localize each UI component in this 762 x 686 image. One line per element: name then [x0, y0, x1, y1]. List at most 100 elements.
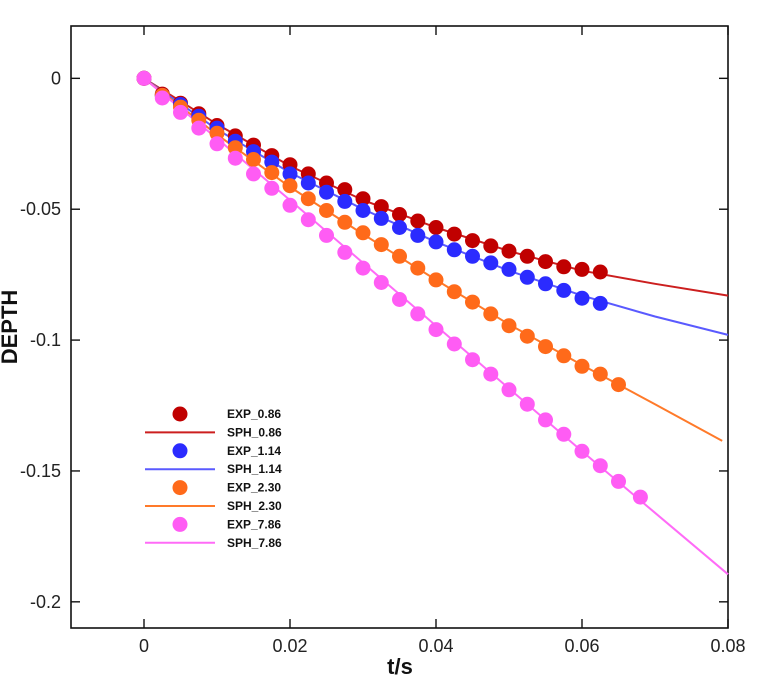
data-point-exp-7-86	[519, 396, 535, 412]
data-point-exp-2-30	[592, 366, 608, 382]
data-point-exp-1-14	[483, 255, 499, 271]
data-point-exp-1-14	[319, 184, 334, 200]
data-point-exp-7-86	[246, 166, 261, 182]
x-tick-label: 0	[139, 636, 149, 656]
data-point-exp-1-14	[300, 175, 316, 191]
data-point-exp-2-30	[483, 306, 499, 322]
data-point-exp-0-86	[337, 182, 353, 198]
legend-label-exp-2-30: EXP_2.30	[227, 481, 281, 495]
data-point-exp-2-30	[519, 328, 535, 344]
data-point-exp-1-14	[465, 248, 480, 264]
data-point-exp-0-86	[519, 248, 535, 264]
data-point-exp-2-30	[465, 294, 480, 310]
x-tick-label: 0.06	[564, 636, 599, 656]
series-line-sph-0-86	[143, 77, 729, 297]
legend-swatch-exp-1-14	[172, 443, 188, 459]
data-point-exp-7-86	[154, 90, 170, 106]
data-point-exp-2-30	[574, 358, 590, 374]
y-tick-label: -0.05	[20, 199, 61, 219]
legend-label-sph-7-86: SPH_7.86	[227, 536, 282, 550]
data-point-exp-1-14	[501, 261, 517, 277]
data-point-exp-0-86	[355, 191, 371, 207]
data-point-exp-2-30	[410, 260, 426, 276]
data-point-exp-0-86	[538, 254, 553, 270]
legend: EXP_0.86 SPH_0.86 EXP_1.14 SPH_1.14 EXP_2.30…	[145, 406, 282, 550]
y-tick-label: 0	[51, 68, 61, 88]
x-axis-title: t/s	[387, 654, 413, 679]
plot-frame	[70, 25, 729, 629]
legend-swatch-exp-7-86	[172, 516, 188, 532]
data-point-exp-0-86	[392, 207, 407, 222]
data-point-exp-7-86	[282, 197, 298, 213]
data-point-exp-7-86	[410, 306, 426, 322]
legend-swatch-exp-0-86	[172, 406, 188, 422]
x-tick-label: 0.08	[710, 636, 745, 656]
data-point-exp-7-86	[355, 260, 371, 276]
data-point-exp-7-86	[574, 443, 590, 459]
data-point-exp-7-86	[173, 104, 188, 120]
data-point-exp-7-86	[319, 227, 334, 243]
data-point-exp-7-86	[227, 150, 243, 166]
data-point-exp-1-14	[410, 227, 426, 243]
data-point-exp-7-86	[501, 382, 517, 398]
data-point-exp-0-86	[501, 243, 517, 259]
data-point-exp-0-86	[592, 264, 608, 280]
data-point-exp-1-14	[337, 193, 353, 209]
data-point-exp-2-30	[337, 214, 353, 230]
x-tick-label: 0.02	[272, 636, 307, 656]
data-point-exp-1-14	[355, 203, 371, 218]
data-point-exp-7-86	[209, 136, 225, 152]
axis-ticks: 0 0.02 0.04 0.06 0.08 0 -0.05 -0.1 -0.15 -0.2	[20, 26, 746, 656]
data-point-exp-2-30	[373, 237, 389, 253]
data-point-exp-1-14	[373, 210, 389, 226]
data-point-exp-7-86	[446, 336, 462, 352]
data-point-exp-2-30	[501, 318, 517, 334]
data-point-exp-2-30	[300, 191, 316, 207]
data-point-exp-0-86	[446, 226, 462, 242]
data-point-exp-2-30	[392, 248, 407, 264]
data-point-exp-2-30	[282, 178, 298, 194]
data-point-exp-0-86	[373, 199, 389, 215]
data-point-exp-2-30	[227, 140, 243, 156]
data-point-exp-7-86	[191, 120, 207, 136]
data-point-exp-1-14	[428, 234, 444, 250]
data-point-exp-7-86	[373, 275, 389, 290]
data-point-exp-2-30	[209, 125, 225, 141]
data-point-exp-1-14	[519, 269, 535, 285]
data-point-exp-7-86	[136, 70, 152, 86]
data-point-exp-0-86	[465, 233, 480, 249]
data-point-exp-1-14	[282, 166, 298, 182]
data-point-exp-7-86	[556, 426, 572, 442]
data-point-exp-7-86	[264, 180, 280, 196]
y-tick-label: -0.2	[30, 592, 61, 612]
data-point-exp-2-30	[264, 165, 280, 181]
data-point-exp-0-86	[428, 220, 444, 235]
data-point-exp-1-14	[556, 282, 572, 298]
y-axis-title: DEPTH	[0, 290, 22, 365]
data-point-exp-7-86	[337, 244, 353, 260]
data-point-exp-2-30	[446, 284, 462, 300]
data-point-exp-0-86	[410, 213, 426, 229]
data-point-exp-2-30	[538, 339, 553, 355]
data-point-exp-7-86	[465, 352, 480, 368]
legend-label-exp-7-86: EXP_7.86	[227, 517, 281, 531]
data-point-exp-7-86	[428, 322, 444, 338]
data-point-exp-2-30	[611, 377, 626, 393]
y-tick-label: -0.1	[30, 330, 61, 350]
data-point-exp-7-86	[611, 473, 626, 489]
data-point-exp-7-86	[483, 366, 499, 382]
data-point-exp-2-30	[556, 348, 572, 364]
data-point-exp-1-14	[392, 220, 407, 235]
data-point-exp-7-86	[300, 212, 316, 228]
data-point-exp-7-86	[538, 412, 553, 428]
legend-label-sph-1-14: SPH_1.14	[227, 462, 282, 476]
data-point-exp-2-30	[428, 272, 444, 288]
data-point-exp-2-30	[355, 225, 371, 241]
y-tick-label: -0.15	[20, 461, 61, 481]
data-point-exp-1-14	[538, 276, 553, 292]
legend-label-exp-0-86: EXP_0.86	[227, 407, 281, 421]
legend-label-exp-1-14: EXP_1.14	[227, 444, 281, 458]
data-point-exp-1-14	[592, 295, 608, 311]
series-markers	[136, 70, 648, 505]
